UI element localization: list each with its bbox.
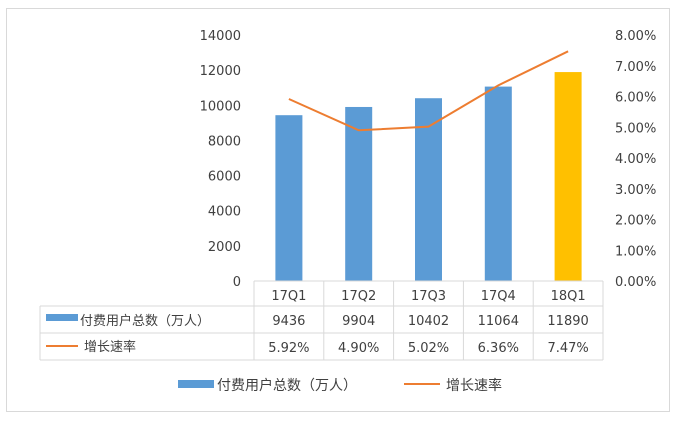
category-label: 17Q4 [481, 289, 516, 304]
bar-value-label: 11064 [478, 314, 519, 329]
right-axis-tick-label: 7.00% [615, 60, 656, 75]
left-axis-tick-label: 6000 [208, 170, 241, 185]
bar-value-label: 9904 [342, 314, 375, 329]
left-axis-tick-label: 8000 [208, 134, 241, 149]
bar [415, 98, 442, 281]
rate-value-label: 4.90% [338, 341, 379, 356]
left-axis-tick-label: 14000 [200, 29, 241, 44]
category-label: 18Q1 [551, 289, 586, 304]
category-label: 17Q1 [271, 289, 306, 304]
table-legend-key-bar [46, 314, 78, 321]
right-axis-tick-label: 5.00% [615, 121, 656, 136]
left-axis-tick-label: 2000 [208, 240, 241, 255]
bar-value-label: 9436 [272, 314, 305, 329]
bar [484, 86, 512, 281]
bar-value-label: 10402 [408, 314, 449, 329]
right-axis-tick-label: 1.00% [615, 244, 656, 259]
right-axis-tick-label: 8.00% [615, 29, 656, 44]
rate-value-label: 5.02% [408, 341, 449, 356]
bar [275, 115, 303, 281]
table-row-header: 增长速率 [84, 339, 136, 355]
rate-value-label: 7.47% [547, 341, 588, 356]
left-axis-tick-label: 0 [233, 275, 241, 290]
line-series [288, 50, 569, 132]
right-axis-tick-label: 6.00% [615, 91, 656, 106]
category-label: 17Q3 [411, 289, 446, 304]
left-axis-tick-label: 12000 [200, 64, 241, 79]
bar-value-label: 11890 [547, 314, 588, 329]
right-axis-tick-label: 2.00% [615, 214, 656, 229]
right-axis-tick-label: 4.00% [615, 152, 656, 167]
table-row-header: 付费用户总数（万人） [80, 313, 210, 329]
legend-key-bar [178, 380, 214, 388]
right-axis-tick-label: 3.00% [615, 183, 656, 198]
category-label: 17Q2 [341, 289, 376, 304]
bar [345, 106, 373, 282]
right-axis-tick-label: 0.00% [615, 275, 656, 290]
legend-label: 增长速率 [446, 377, 502, 394]
legend-label: 付费用户总数（万人） [217, 377, 357, 394]
rate-value-label: 6.36% [478, 341, 519, 356]
left-axis-tick-label: 10000 [200, 99, 241, 114]
left-axis-tick-label: 4000 [208, 205, 241, 220]
bar [554, 72, 582, 281]
rate-value-label: 5.92% [268, 341, 309, 356]
